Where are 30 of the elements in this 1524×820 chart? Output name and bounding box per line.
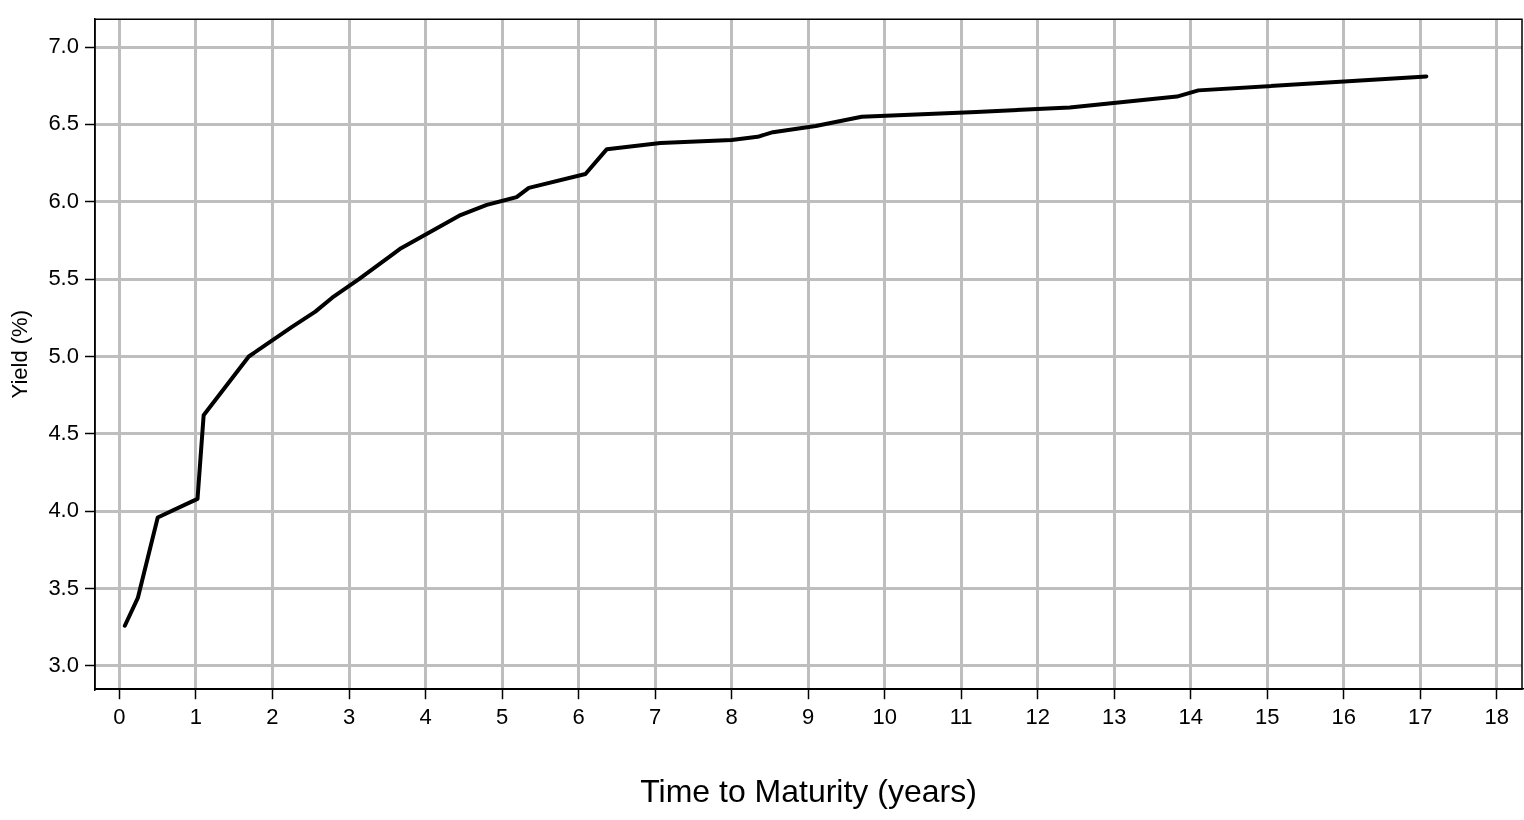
x-tick-label: 8 — [725, 704, 738, 730]
x-tick-label: 12 — [1025, 704, 1050, 730]
x-tick-label: 14 — [1178, 704, 1203, 730]
x-tick-label: 13 — [1101, 704, 1127, 730]
y-tick-label: 7.0 — [48, 33, 79, 59]
x-tick-label: 16 — [1331, 704, 1356, 730]
x-tick-label: 17 — [1407, 704, 1433, 730]
x-tick-label: 11 — [949, 704, 973, 730]
x-tick-label: 2 — [266, 704, 279, 730]
x-tick-label: 4 — [419, 704, 432, 730]
x-tick-label: 0 — [113, 704, 126, 730]
x-tick-label: 6 — [572, 704, 585, 730]
y-tick-label: 5.5 — [48, 265, 79, 291]
x-tick-label: 18 — [1484, 704, 1509, 730]
x-tick-label: 3 — [342, 704, 356, 730]
y-axis-title: Yield (%) — [7, 309, 33, 399]
x-tick-label: 15 — [1254, 704, 1280, 730]
x-tick-label: 10 — [872, 704, 897, 730]
y-tick-label: 4.5 — [48, 419, 79, 445]
x-tick-label: 5 — [495, 704, 509, 730]
y-tick-label: 6.0 — [48, 187, 79, 213]
y-tick-label: 3.5 — [48, 574, 79, 600]
y-tick-label: 4.0 — [48, 497, 79, 523]
y-tick-label: 6.5 — [48, 110, 79, 136]
y-tick-label: 5.0 — [48, 342, 79, 368]
y-tick-label: 3.0 — [48, 652, 79, 678]
x-tick-label: 1 — [189, 704, 203, 730]
x-tick-label: 7 — [648, 704, 662, 730]
x-tick-label: 9 — [801, 704, 815, 730]
x-axis-title: Time to Maturity (years) — [640, 772, 977, 809]
